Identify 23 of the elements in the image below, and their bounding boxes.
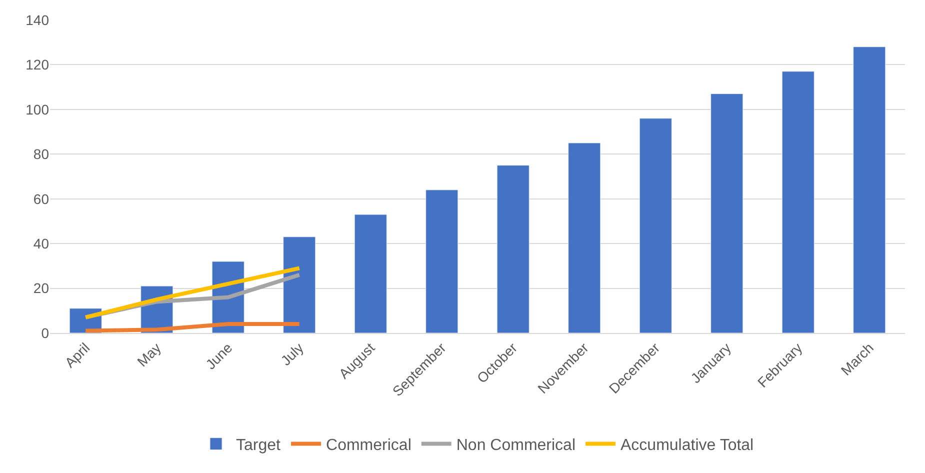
x-tick-label: July: [278, 340, 306, 368]
bar: [283, 236, 316, 333]
bar: [853, 46, 886, 333]
bar: [710, 94, 744, 333]
legend-label: Target: [236, 437, 282, 454]
y-tick-label: 40: [33, 235, 50, 252]
y-tick-label: 60: [33, 190, 50, 207]
bar: [496, 165, 530, 333]
y-tick-label: 100: [26, 101, 50, 118]
y-tick-label: 20: [33, 280, 50, 296]
x-tick-label: May: [134, 340, 164, 370]
y-tick-label: 0: [41, 324, 50, 341]
bar: [639, 118, 672, 333]
bar: [426, 190, 458, 333]
legend-label: Non Commerical: [456, 437, 576, 454]
y-tick-label: 120: [26, 56, 50, 73]
bar: [782, 71, 814, 333]
legend-label: Commerical: [326, 437, 412, 454]
bar: [568, 142, 601, 333]
bar: [354, 214, 387, 333]
y-tick-label: 80: [33, 146, 50, 162]
y-tick-label: 140: [26, 12, 50, 28]
legend-label: Accumulative Total: [620, 437, 754, 454]
